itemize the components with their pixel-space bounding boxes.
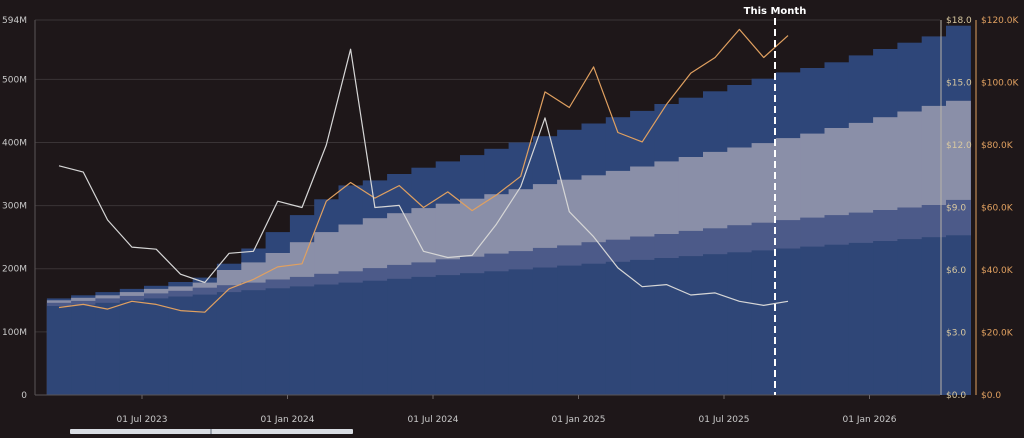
bar-0-22: [581, 263, 607, 395]
bar-0-1: [71, 304, 96, 395]
bar-0-30: [775, 248, 801, 395]
bar-0-19: [508, 269, 534, 395]
bar-0-9: [265, 288, 291, 395]
mcap-line: [58, 28, 789, 313]
left-tick-label-2: 200M: [2, 265, 27, 275]
bar-0-37: [946, 235, 971, 395]
x-tick-label-5: 01 Jan 2026: [843, 415, 897, 425]
bar-0-13: [362, 280, 388, 395]
mcap-tick-label-5: $100.0K: [981, 79, 1019, 89]
bar-0-25: [654, 258, 680, 395]
left-tick-label-4: 400M: [2, 138, 27, 148]
price-tick-label-0: $0.0: [946, 391, 966, 401]
chart-scrollbar[interactable]: [70, 429, 353, 434]
bar-0-33: [848, 242, 874, 395]
bar-0-17: [460, 273, 485, 395]
mcap-tick-label-0: $0.0: [981, 391, 1001, 401]
bar-0-24: [630, 259, 655, 395]
bar-0-14: [387, 278, 412, 395]
left-tick-label-3: 300M: [2, 202, 27, 212]
series-0: [46, 235, 971, 395]
x-tick-label-0: 01 Jul 2023: [117, 415, 168, 425]
bar-0-27: [703, 254, 728, 395]
this-month-label: This Month: [744, 6, 807, 17]
left-tick-label-0: 0: [21, 391, 27, 401]
bar-0-16: [435, 275, 461, 395]
mcap-tick-label-4: $80.0K: [981, 141, 1014, 151]
price-line: [58, 48, 789, 306]
bar-0-4: [144, 298, 169, 395]
bar-0-34: [873, 241, 898, 395]
price-tick-label-4: $12.0: [946, 141, 972, 151]
mcap-tick-label-6: $120.0K: [981, 16, 1019, 26]
bar-0-0: [46, 306, 72, 395]
bar-0-29: [751, 250, 777, 395]
bar-0-23: [605, 261, 631, 395]
bar-0-15: [411, 276, 437, 395]
axes: 0 100M 200M 300M 400M 500M 594M $0.0 $3.0 $6.0 $9.…: [2, 16, 1019, 425]
price-tick-label-5: $15.0: [946, 79, 972, 89]
bar-0-3: [119, 300, 145, 395]
this-month-marker: This Month: [744, 6, 807, 395]
price-lines: [58, 28, 789, 313]
bar-0-20: [532, 267, 558, 395]
left-tick-label-1: 100M: [2, 328, 27, 338]
bar-0-2: [95, 302, 121, 395]
bar-0-12: [338, 282, 364, 395]
bar-0-5: [168, 296, 194, 395]
price-tick-label-2: $6.0: [946, 266, 966, 276]
bar-0-32: [824, 244, 850, 395]
bar-0-10: [289, 286, 315, 395]
bar-0-21: [557, 265, 582, 395]
x-tick-label-4: 01 Jul 2025: [699, 415, 750, 425]
bar-0-11: [314, 284, 340, 395]
price-tick-label-3: $9.0: [946, 204, 966, 214]
price-tick-label-6: $18.0: [946, 16, 972, 26]
mcap-tick-label-2: $40.0K: [981, 266, 1014, 276]
x-tick-label-3: 01 Jan 2025: [552, 415, 606, 425]
mcap-tick-label-1: $20.0K: [981, 329, 1014, 339]
price-tick-label-1: $3.0: [946, 329, 966, 339]
supply-bars: [46, 25, 971, 396]
x-tick-label-1: 01 Jan 2024: [261, 415, 315, 425]
mcap-tick-label-3: $60.0K: [981, 204, 1014, 214]
bar-0-7: [216, 292, 242, 395]
bar-0-36: [921, 237, 947, 395]
x-tick-label-2: 01 Jul 2024: [408, 415, 459, 425]
scrollbar-handle[interactable]: [210, 429, 212, 434]
left-tick-label-6: 594M: [2, 16, 27, 26]
bar-0-26: [678, 256, 704, 395]
bar-0-35: [897, 239, 923, 395]
bar-0-6: [192, 294, 218, 395]
left-tick-label-5: 500M: [2, 75, 27, 85]
bar-0-8: [241, 290, 267, 395]
bar-0-18: [484, 271, 510, 395]
bar-0-31: [800, 246, 826, 395]
bar-0-28: [727, 252, 753, 395]
